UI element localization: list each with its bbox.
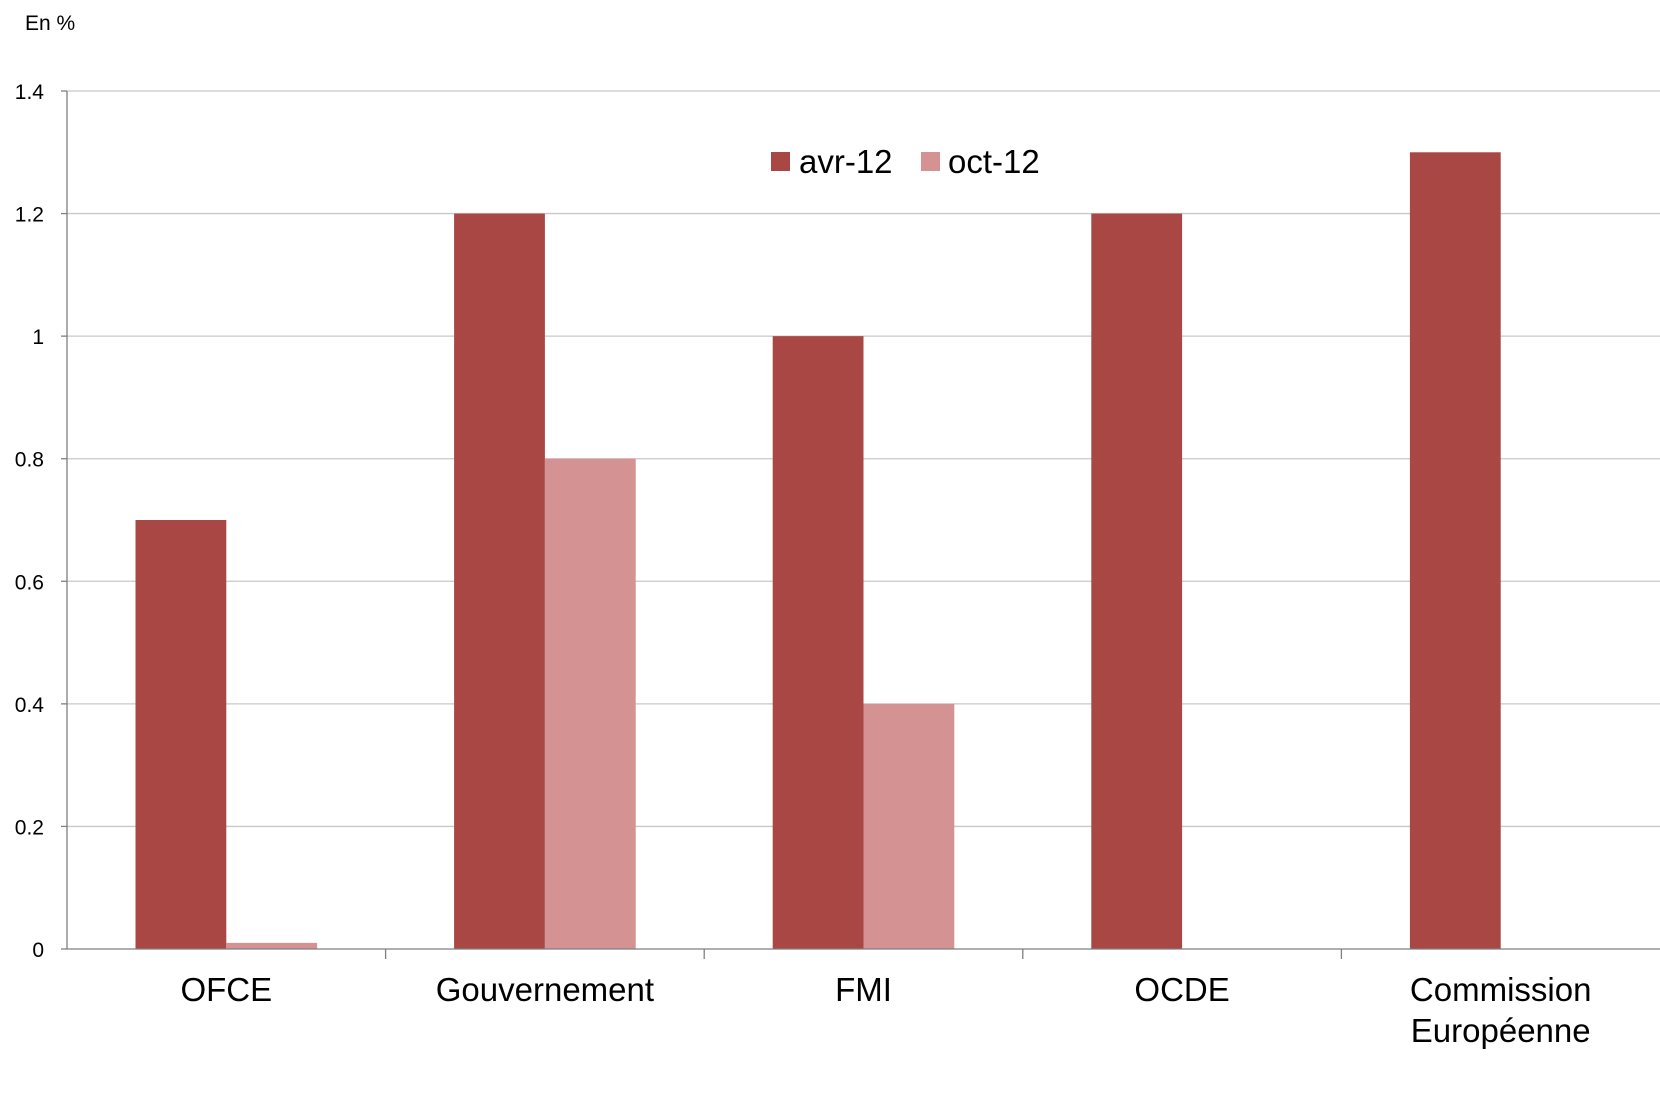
bar-oct-12 bbox=[544, 458, 636, 949]
y-tick-label: 0.2 bbox=[15, 816, 44, 839]
y-tick-label: 1.2 bbox=[15, 204, 44, 227]
y-tick-label: 0 bbox=[32, 939, 44, 962]
bar-avr-12 bbox=[1091, 213, 1183, 950]
x-tick-labels: OFCE Gouvernement FMI OCDE Commission Europée… bbox=[180, 971, 1591, 1049]
axes bbox=[61, 90, 1660, 959]
bar-avr-12 bbox=[135, 520, 227, 949]
legend-swatch bbox=[771, 152, 790, 171]
bar-oct-12 bbox=[863, 703, 955, 949]
y-tick-label: 0.4 bbox=[15, 694, 45, 717]
bar-oct-12 bbox=[226, 942, 318, 949]
bar-avr-12 bbox=[772, 336, 864, 950]
x-tick-label: OCDE bbox=[1134, 971, 1229, 1008]
unit-label: En % bbox=[25, 12, 75, 35]
y-tick-label: 1.4 bbox=[15, 81, 45, 104]
x-tick-label: OFCE bbox=[180, 971, 272, 1008]
legend-label: avr-12 bbox=[799, 143, 893, 180]
x-tick-label: FMI bbox=[835, 971, 892, 1008]
bars bbox=[135, 152, 1501, 950]
x-tick-label: Gouvernement bbox=[436, 971, 654, 1008]
y-tick-label: 0.8 bbox=[15, 449, 44, 472]
legend: avr-12 oct-12 bbox=[771, 143, 1040, 180]
y-tick-label: 0.6 bbox=[15, 571, 44, 594]
y-tick-labels: 0 0.2 0.4 0.6 0.8 1 1.2 1.4 bbox=[15, 81, 45, 962]
x-tick-label: Commission Européenne bbox=[1410, 971, 1592, 1049]
y-tick-label: 1 bbox=[32, 326, 44, 349]
legend-label: oct-12 bbox=[948, 143, 1040, 180]
bar-avr-12 bbox=[454, 213, 545, 950]
legend-swatch bbox=[921, 152, 940, 171]
bar-avr-12 bbox=[1409, 152, 1501, 950]
